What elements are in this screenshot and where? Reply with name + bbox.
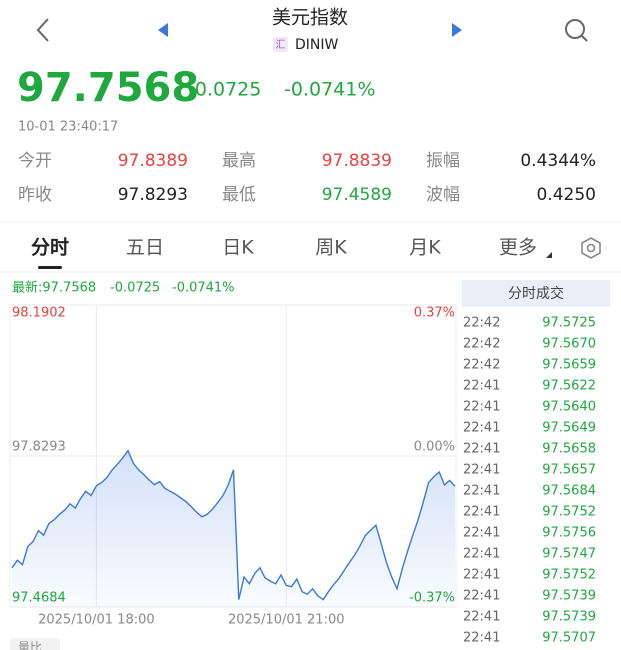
more-caret (546, 252, 552, 258)
stat-value: 97.4589 (322, 185, 392, 205)
trade-time: 22:41 (463, 463, 500, 478)
tab[interactable]: 更多 (499, 237, 537, 259)
tab[interactable]: 月K (409, 237, 441, 259)
trade-price: 97.5739 (542, 610, 596, 625)
back-button[interactable] (36, 18, 49, 42)
trade-time: 22:41 (463, 631, 500, 646)
trade-price: 97.5657 (542, 463, 596, 478)
trade-price: 97.5649 (542, 421, 596, 436)
badge: 汇 (276, 38, 286, 51)
stat-value: 97.8839 (322, 151, 392, 171)
volume-label: 量比 (18, 641, 42, 650)
stat-value: 97.8389 (118, 151, 188, 171)
prev-button[interactable] (158, 23, 168, 37)
trade-time: 22:41 (463, 442, 500, 457)
settings-button[interactable] (581, 237, 601, 259)
trade-time: 22:41 (463, 568, 500, 583)
trade-price: 97.5684 (542, 484, 596, 499)
tab[interactable]: 五日 (126, 237, 164, 259)
stat-label: 今开 (18, 151, 52, 171)
trade-price: 97.5747 (542, 547, 596, 562)
stat-label: 波幅 (426, 185, 460, 205)
trade-price: 97.5725 (542, 316, 596, 331)
change: -0.0725 (188, 79, 261, 101)
trade-time: 22:41 (463, 379, 500, 394)
next-button[interactable] (452, 23, 462, 37)
x-tick-label: 2025/10/01 18:00 (38, 613, 155, 628)
stat-label: 振幅 (426, 151, 460, 171)
stat-label: 最高 (222, 151, 256, 171)
trade-price: 97.5752 (542, 568, 596, 583)
stat-value: 0.4344% (520, 151, 596, 171)
trade-time: 22:42 (463, 316, 500, 331)
y-tick-label: 97.8293 (12, 440, 66, 455)
price: 97.7568 (17, 65, 199, 111)
trade-price: 97.5752 (542, 505, 596, 520)
trade-price: 97.5658 (542, 442, 596, 457)
trade-time: 22:41 (463, 526, 500, 541)
change-pct: -0.0741% (284, 79, 375, 101)
trade-time: 22:41 (463, 400, 500, 415)
trade-time: 22:41 (463, 589, 500, 604)
trade-price: 97.5622 (542, 379, 596, 394)
price-line (11, 449, 456, 601)
code: DINIW (295, 37, 339, 53)
stat-value: 0.4250 (537, 185, 596, 205)
tab[interactable]: 周K (315, 237, 347, 259)
stat-label: 昨收 (18, 185, 52, 205)
latest-label: 最新:97.7568 (12, 280, 96, 296)
trade-price: 97.5640 (542, 400, 596, 415)
trade-time: 22:41 (463, 547, 500, 562)
trade-price: 97.5670 (542, 337, 596, 352)
volume-tab[interactable] (10, 638, 60, 650)
trade-time: 22:41 (463, 421, 500, 436)
title: 美元指数 (272, 7, 348, 29)
trades-title: 分时成交 (508, 285, 564, 302)
trade-time: 22:41 (463, 610, 500, 625)
tab-indicator (38, 266, 62, 269)
tab[interactable]: 日K (222, 237, 254, 259)
search-button[interactable] (565, 19, 588, 42)
y-tick-label: 97.4684 (12, 591, 66, 606)
trade-time: 22:42 (463, 337, 500, 352)
trade-time: 22:41 (463, 484, 500, 499)
badge-bg (273, 37, 288, 52)
trades-header (462, 280, 610, 307)
stat-label: 最低 (222, 185, 256, 205)
trade-price: 97.5659 (542, 358, 596, 373)
trade-time: 22:41 (463, 505, 500, 520)
latest-change-pct: -0.0741% (172, 281, 235, 296)
tab[interactable]: 分时 (31, 237, 69, 259)
y-tick-label: 98.1902 (12, 306, 66, 321)
trade-price: 97.5707 (542, 631, 596, 646)
y2-tick-label: -0.37% (409, 591, 455, 606)
trade-price: 97.5756 (542, 526, 596, 541)
area (12, 450, 455, 607)
latest-change: -0.0725 (110, 281, 160, 296)
y2-tick-label: 0.37% (414, 306, 455, 321)
trade-price: 97.5739 (542, 589, 596, 604)
quote-time: 10-01 23:40:17 (18, 120, 118, 135)
y2-tick-label: 0.00% (414, 440, 455, 455)
stat-value: 97.8293 (118, 185, 188, 205)
trade-time: 22:42 (463, 358, 500, 373)
x-tick-label: 2025/10/01 21:00 (228, 613, 345, 628)
